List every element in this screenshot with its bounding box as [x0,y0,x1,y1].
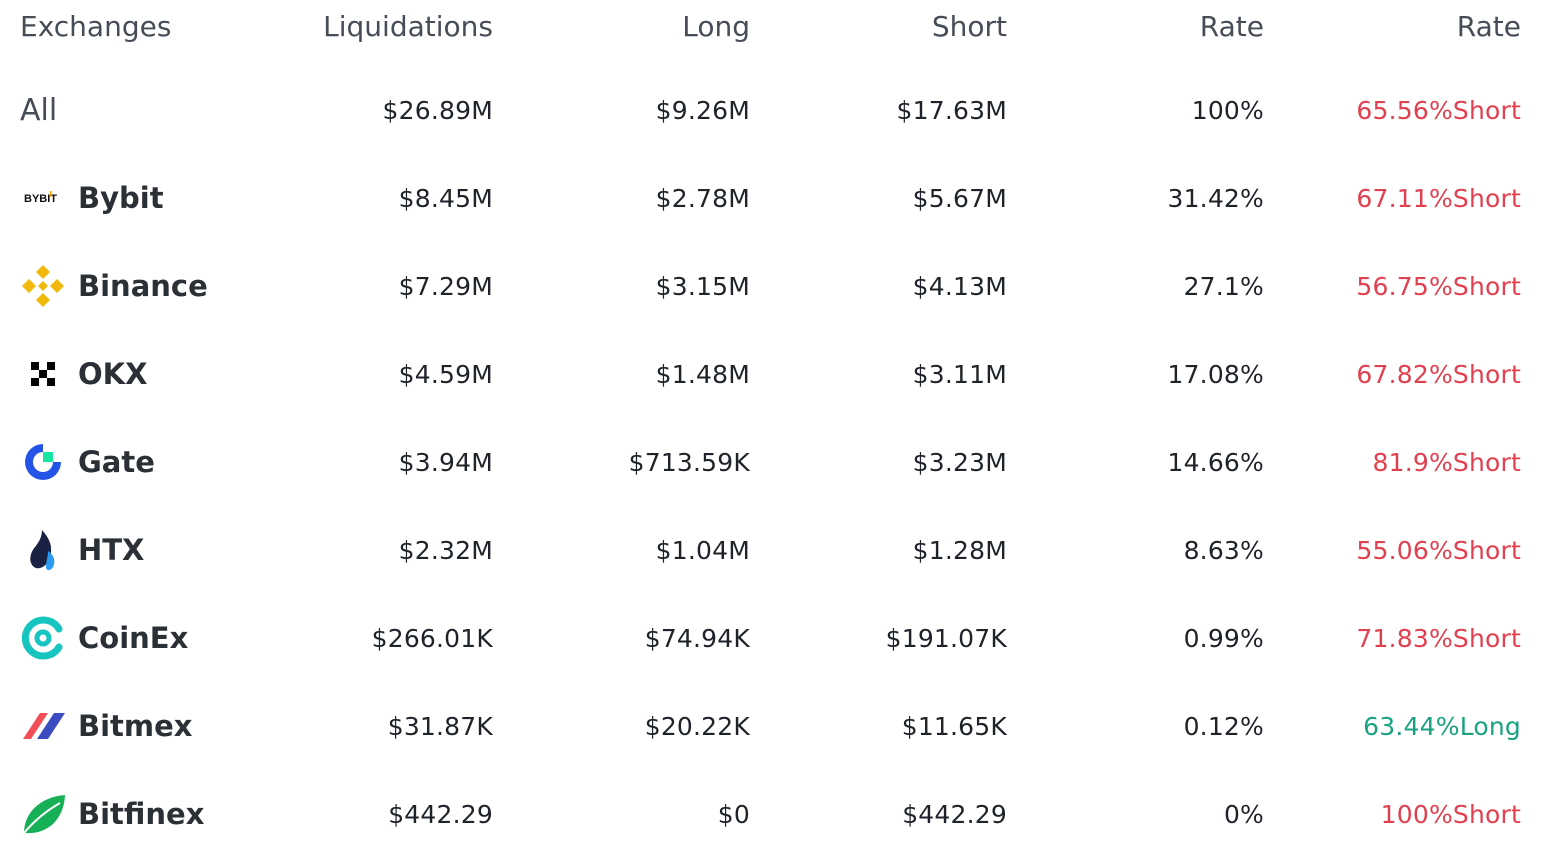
header-liquidations[interactable]: Liquidations [323,9,493,43]
rate-value: 100% [1191,95,1264,125]
exchange-name: OKX [78,357,148,391]
bybit-logo-text: BYBIT [24,193,57,205]
rate-value: 31.42% [1167,183,1264,213]
rate-value: 8.63% [1183,535,1264,565]
short-value: $4.13M [912,271,1007,301]
liquidations-value: $2.32M [398,535,493,565]
short-value: $191.07K [885,623,1007,653]
exchange-name: CoinEx [78,621,189,655]
short-value: $3.23M [912,447,1007,477]
header-short[interactable]: Short [931,9,1007,43]
rate-value: 27.1% [1183,271,1264,301]
bitmex-logo-icon [20,703,66,749]
long-value: $2.78M [655,183,750,213]
binance-logo-icon [20,263,66,309]
side-rate-value: 56.75%Short [1356,271,1521,301]
table-row[interactable]: BYBIT Bybit $8.45M $2.78M $5.67M 31.42% … [0,154,1542,242]
short-value: $5.67M [912,183,1007,213]
table-row[interactable]: Binance $7.29M $3.15M $4.13M 27.1% 56.75… [0,242,1542,330]
side-rate-value: 67.82%Short [1356,359,1521,389]
side-rate-value: 65.56%Short [1356,95,1521,125]
side-rate-value: 67.11%Short [1356,183,1521,213]
exchange-name: Binance [78,269,208,303]
table-row[interactable]: Bitmex $31.87K $20.22K $11.65K 0.12% 63.… [0,682,1542,770]
side-rate-value: 63.44%Long [1363,711,1521,741]
short-value: $442.29 [902,799,1007,829]
table-row[interactable]: OKX $4.59M $1.48M $3.11M 17.08% 67.82%Sh… [0,330,1542,418]
okx-logo-icon [20,351,66,397]
liquidations-value: $3.94M [398,447,493,477]
liquidations-value: $7.29M [398,271,493,301]
long-value: $3.15M [655,271,750,301]
table-row[interactable]: Bitfinex $442.29 $0 $442.29 0% 100%Short [0,770,1542,858]
header-side-rate[interactable]: Rate [1456,9,1521,43]
table-row[interactable]: CoinEx $266.01K $74.94K $191.07K 0.99% 7… [0,594,1542,682]
rate-value: 0.12% [1183,711,1264,741]
exchange-name: Bybit [78,181,164,215]
liquidations-value: $31.87K [387,711,493,741]
coinex-logo-icon [20,615,66,661]
side-rate-value: 71.83%Short [1356,623,1521,653]
short-value: $3.11M [912,359,1007,389]
all-label: All [20,92,58,128]
bybit-logo-icon: BYBIT [20,175,66,221]
long-value: $1.48M [655,359,750,389]
rate-value: 0% [1223,799,1264,829]
long-value: $20.22K [644,711,750,741]
table-row-all: All $26.89M $9.26M $17.63M 100% 65.56%Sh… [0,66,1542,154]
short-value: $11.65K [901,711,1007,741]
exchange-name: HTX [78,533,145,567]
rate-value: 17.08% [1167,359,1264,389]
htx-logo-icon [20,527,66,573]
header-rate[interactable]: Rate [1199,9,1264,43]
table-row[interactable]: HTX $2.32M $1.04M $1.28M 8.63% 55.06%Sho… [0,506,1542,594]
long-value: $0 [717,799,750,829]
header-long[interactable]: Long [682,9,750,43]
rate-value: 14.66% [1167,447,1264,477]
liquidations-value: $8.45M [398,183,493,213]
exchange-name: Gate [78,445,155,479]
short-value: $17.63M [896,95,1007,125]
liquidations-value: $26.89M [382,95,493,125]
header-exchanges[interactable]: Exchanges [20,9,172,43]
side-rate-value: 55.06%Short [1356,535,1521,565]
liquidations-value: $266.01K [371,623,493,653]
table-row[interactable]: Gate $3.94M $713.59K $3.23M 14.66% 81.9%… [0,418,1542,506]
exchange-name: Bitfinex [78,797,205,831]
liquidations-value: $4.59M [398,359,493,389]
exchange-name: Bitmex [78,709,193,743]
long-value: $1.04M [655,535,750,565]
side-rate-value: 100%Short [1380,799,1521,829]
table-header-row: Exchanges Liquidations Long Short Rate R… [0,0,1542,88]
short-value: $1.28M [912,535,1007,565]
side-rate-value: 81.9%Short [1372,447,1521,477]
rate-value: 0.99% [1183,623,1264,653]
long-value: $713.59K [628,447,750,477]
liquidations-value: $442.29 [388,799,493,829]
gate-logo-icon [20,439,66,485]
bitfinex-logo-icon [20,791,66,837]
long-value: $9.26M [655,95,750,125]
long-value: $74.94K [644,623,750,653]
